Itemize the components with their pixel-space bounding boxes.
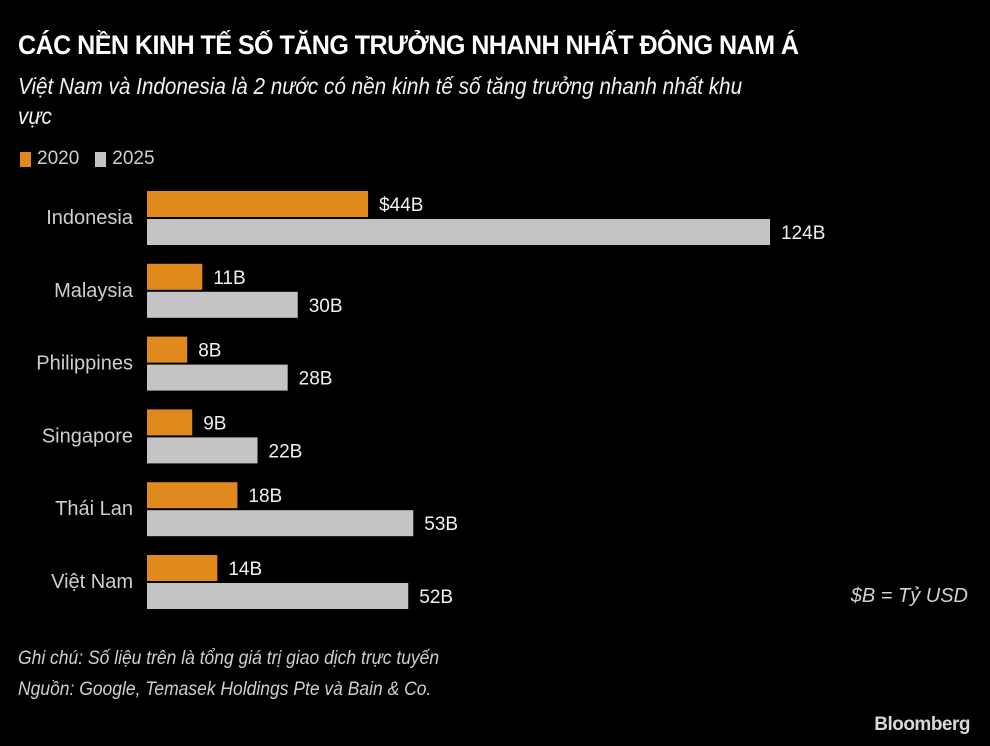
category-label: Malaysia — [54, 280, 134, 302]
bar-2025 — [147, 364, 288, 391]
data-label-2020: 14B — [228, 559, 262, 580]
legend-swatch-2020 — [20, 151, 31, 167]
bar-2020 — [147, 555, 218, 581]
data-label-2025: 30B — [309, 296, 343, 317]
bar-2020 — [147, 336, 188, 363]
legend-item-2025: 2025 — [95, 148, 155, 170]
bar-2020 — [147, 263, 203, 290]
category-label: Indonesia — [46, 207, 134, 229]
footnote: Ghi chú: Số liệu trên là tổng giá trị gi… — [18, 648, 440, 669]
bar-2025 — [147, 583, 409, 609]
bloomberg-logo: Bloomberg — [874, 714, 970, 735]
legend-swatch-2025 — [95, 151, 107, 167]
legend: 2020 2025 — [20, 148, 171, 170]
category-label: Việt Nam — [51, 571, 133, 593]
legend-item-2020: 2020 — [20, 148, 79, 170]
data-label-2020: $44B — [379, 195, 423, 216]
legend-label-2020: 2020 — [37, 148, 80, 169]
source-note: Nguồn: Google, Temasek Holdings Pte và B… — [18, 679, 432, 700]
data-label-2020: 18B — [248, 486, 282, 507]
legend-label-2025: 2025 — [112, 148, 155, 169]
bar-2025 — [147, 437, 258, 464]
data-label-2025: 52B — [419, 587, 453, 608]
data-label-2020: 9B — [203, 413, 226, 434]
category-label: Thái Lan — [55, 498, 133, 520]
chart-subtitle: Việt Nam và Indonesia là 2 nước có nền k… — [18, 73, 743, 129]
bar-2020 — [147, 191, 369, 217]
category-label: Philippines — [36, 353, 133, 375]
unit-note: $B = Tỷ USD — [850, 585, 968, 607]
data-label-2020: 8B — [198, 341, 221, 362]
bar-2020 — [147, 482, 238, 509]
data-label-2025: 53B — [424, 514, 458, 535]
data-label-2025: 124B — [781, 223, 825, 244]
bar-2025 — [147, 510, 414, 537]
bar-2020 — [147, 409, 193, 436]
bar-2025 — [147, 291, 298, 318]
data-label-2025: 28B — [299, 369, 333, 390]
category-label: Singapore — [42, 425, 133, 447]
chart-title: CÁC NỀN KINH TẾ SỐ TĂNG TRƯỞNG NHANH NHẤ… — [18, 30, 799, 60]
bar-2025 — [147, 219, 770, 245]
data-label-2025: 22B — [269, 441, 303, 462]
data-label-2020: 11B — [213, 268, 245, 289]
